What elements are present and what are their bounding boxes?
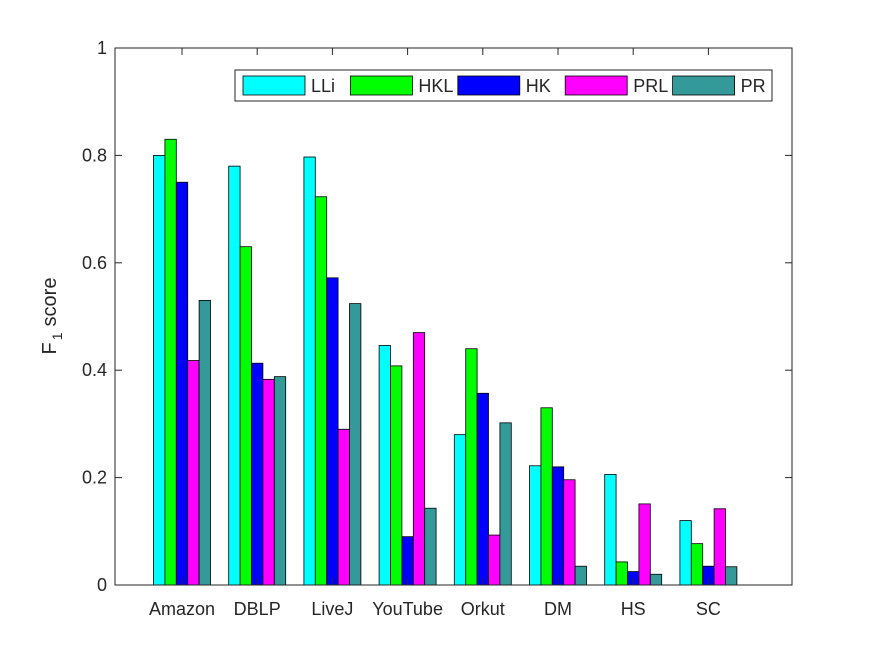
bar-prl-youtube: [412, 332, 426, 586]
bar-lli-livej: [303, 156, 316, 586]
y-tick-label: 0: [97, 575, 107, 595]
y-tick-label: 0.6: [82, 253, 107, 273]
legend-swatch-hk: [457, 75, 521, 96]
bar-hkl-hs: [615, 561, 628, 586]
bar-pr-dm: [574, 565, 587, 586]
x-tick-label-sc: SC: [696, 599, 721, 619]
bar-prl-amazon: [187, 360, 200, 586]
bar-prl-livej: [337, 428, 350, 586]
bar-pr-sc: [725, 566, 738, 586]
bar-hk-livej: [326, 277, 339, 586]
x-tick-label-livej: LiveJ: [311, 599, 353, 619]
legend-swatch-lli: [242, 75, 306, 96]
axes-layer: 0 0.2 0.4 0.6 0.8 1 Amazon DBLP LiveJ YouTube Orku…: [82, 38, 793, 619]
bar-pr-hs: [649, 573, 663, 586]
legend-label-prl: PRL: [633, 76, 668, 96]
y-tick-label: 1: [97, 38, 107, 58]
legend-label-lli: LLi: [311, 76, 335, 96]
bar-hkl-amazon: [164, 138, 177, 586]
bar-hkl-dm: [540, 407, 553, 586]
x-tick-label-hs: HS: [621, 599, 646, 619]
y-tick-label: 0.4: [82, 360, 107, 380]
legend-swatch-pr: [672, 75, 735, 96]
bar-hk-youtube: [401, 536, 414, 586]
legend: LLi HKL HK PRL PR: [234, 69, 773, 102]
y-tick-label: 0.2: [82, 468, 107, 488]
bar-hkl-dblp: [239, 246, 252, 586]
plot-area-frame: [114, 47, 793, 586]
bar-lli-dblp: [228, 165, 241, 586]
bar-lli-amazon: [153, 154, 166, 586]
bar-lli-dm: [529, 465, 542, 586]
bar-pr-orkut: [499, 422, 512, 586]
bar-prl-hs: [638, 503, 651, 586]
y-axis-title: F1score: [39, 278, 65, 355]
x-tick-label-dm: DM: [544, 599, 572, 619]
legend-swatch-prl: [564, 75, 628, 96]
legend-label-pr: PR: [741, 76, 766, 96]
bar-hkl-orkut: [465, 348, 478, 586]
bar-hk-orkut: [476, 392, 489, 586]
legend-label-hk: HK: [526, 76, 551, 96]
x-tick-label-amazon: Amazon: [149, 599, 215, 619]
bar-lli-hs: [604, 473, 617, 586]
legend-label-hkl: HKL: [418, 76, 453, 96]
bar-prl-dblp: [262, 378, 275, 586]
bar-hk-dm: [551, 466, 565, 586]
bar-pr-livej: [349, 303, 362, 586]
bar-hkl-sc: [690, 543, 704, 586]
bar-hkl-livej: [314, 196, 328, 586]
y-tick-label: 0.8: [82, 145, 107, 165]
bar-lli-youtube: [378, 345, 391, 586]
legend-swatch-hkl: [349, 75, 413, 96]
bar-prl-sc: [713, 508, 726, 586]
x-tick-label-orkut: Orkut: [461, 599, 505, 619]
x-tick-label-dblp: DBLP: [234, 599, 281, 619]
bar-lli-orkut: [453, 434, 467, 586]
bar-hkl-youtube: [390, 365, 403, 586]
bar-prl-orkut: [488, 534, 501, 586]
bar-pr-youtube: [424, 507, 437, 586]
bar-pr-dblp: [273, 376, 287, 586]
bar-prl-dm: [563, 479, 576, 586]
x-tick-label-youtube: YouTube: [372, 599, 443, 619]
bar-lli-sc: [679, 520, 692, 586]
bar-hk-dblp: [251, 362, 264, 586]
bar-pr-amazon: [198, 299, 211, 586]
bar-hk-amazon: [175, 181, 189, 586]
